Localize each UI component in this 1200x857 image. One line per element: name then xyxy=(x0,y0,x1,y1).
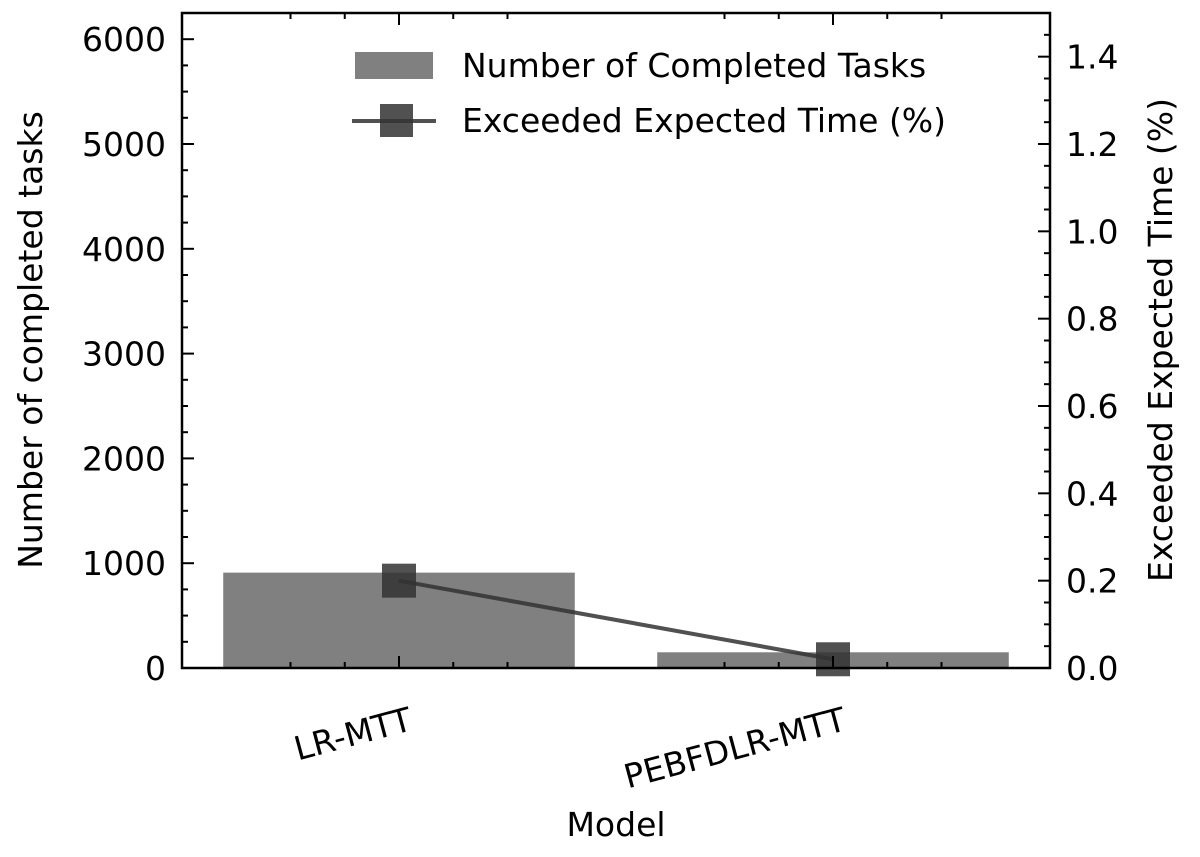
y-tick-label: 1000 xyxy=(82,544,166,583)
y-tick-label: 4000 xyxy=(82,230,166,269)
legend: Number of Completed Tasks Exceeded Expec… xyxy=(352,46,946,140)
y-tick-label: 0 xyxy=(145,649,166,688)
x-tick-label: PEBFDLR-MTT xyxy=(620,699,851,796)
y-tick-label: 3000 xyxy=(82,335,166,374)
exceeded-time-line xyxy=(398,578,834,662)
y2-tick-label: 0.6 xyxy=(1066,387,1118,426)
legend-label-completed-tasks: Number of Completed Tasks xyxy=(462,46,926,85)
y2-tick-label: 0.2 xyxy=(1066,562,1118,601)
y2-tick-label: 0.0 xyxy=(1066,649,1118,688)
plot-frame xyxy=(180,11,1052,670)
legend-bar-swatch xyxy=(355,52,433,79)
y2-tick-label: 0.8 xyxy=(1066,300,1118,339)
x-axis-title: Model xyxy=(566,805,665,844)
y2-tick-label: 0.4 xyxy=(1066,474,1118,513)
y-tick-label: 6000 xyxy=(82,20,166,59)
legend-marker-swatch xyxy=(380,104,413,137)
x-tick-label: LR-MTT xyxy=(290,699,417,768)
y2-axis-title: Exceeded Expected Time (%) xyxy=(1141,98,1180,582)
legend-label-exceeded-time: Exceeded Expected Time (%) xyxy=(462,101,946,140)
y-axis-title: Number of completed tasks xyxy=(11,111,50,569)
y2-tick-label: 1.2 xyxy=(1066,125,1118,164)
y2-tick-label: 1.4 xyxy=(1066,38,1118,77)
y-tick-label: 5000 xyxy=(82,125,166,164)
y2-tick-label: 1.0 xyxy=(1066,212,1118,251)
y-tick-label: 2000 xyxy=(82,439,166,478)
exceeded-time-marker-lr-mtt xyxy=(382,563,416,598)
